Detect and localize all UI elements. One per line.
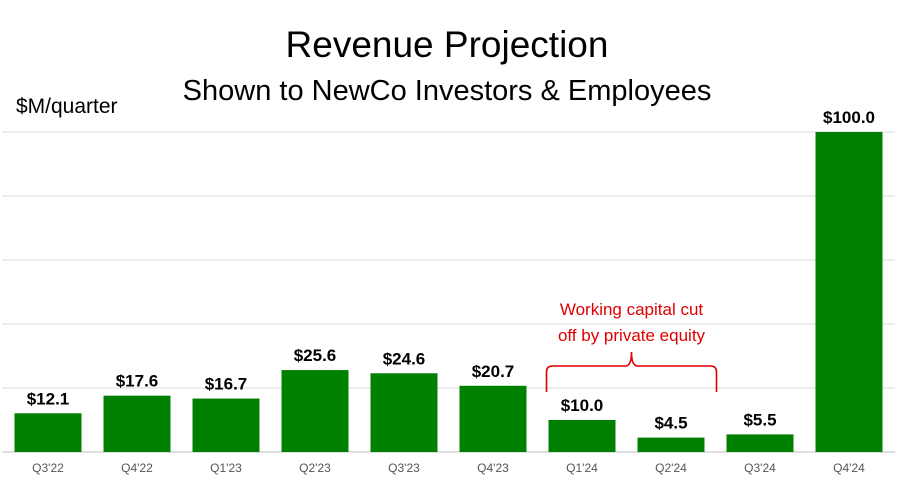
bar-value-label: $4.5: [654, 414, 687, 433]
bar: [103, 395, 171, 452]
x-tick-label: Q1'23: [210, 461, 242, 475]
bar: [459, 385, 527, 452]
x-tick-label: Q3'23: [388, 461, 420, 475]
x-tick-label: Q2'23: [299, 461, 331, 475]
bar-value-label: $100.0: [823, 108, 875, 127]
x-tick-label: Q4'24: [833, 461, 865, 475]
bar: [637, 437, 705, 452]
bar: [192, 398, 260, 452]
bar: [815, 132, 883, 452]
y-axis-label: $M/quarter: [16, 95, 118, 118]
annotation-text-line2: off by private equity: [558, 326, 706, 345]
annotation: Working capital cut off by private equit…: [545, 300, 718, 392]
x-tick-label: Q2'24: [655, 461, 687, 475]
bar-value-label: $20.7: [472, 362, 515, 381]
bar: [370, 373, 438, 452]
bar-value-label: $25.6: [294, 346, 337, 365]
bar-value-label: $16.7: [205, 375, 248, 394]
x-tick-label: Q1'24: [566, 461, 598, 475]
x-tick-label: Q3'24: [744, 461, 776, 475]
bar-value-label: $24.6: [383, 349, 426, 368]
annotation-bracket: [545, 351, 718, 392]
bar: [281, 370, 349, 452]
annotation-text-line1: Working capital cut: [560, 300, 704, 319]
x-tick-label: Q4'23: [477, 461, 509, 475]
bar-value-label: $12.1: [27, 389, 70, 408]
bar-value-label: $5.5: [743, 410, 776, 429]
bar: [726, 434, 794, 452]
x-tick-label: Q4'22: [121, 461, 153, 475]
bar: [14, 413, 82, 452]
chart-title: Revenue Projection: [286, 24, 609, 65]
value-labels: $12.1 $17.6 $16.7 $25.6 $24.6 $20.7 $10.0 $4.5 $…: [27, 108, 875, 433]
x-tick-label: Q3'22: [32, 461, 64, 475]
bar-value-label: $10.0: [561, 396, 604, 415]
bar-value-label: $17.6: [116, 372, 159, 391]
bar: [548, 420, 616, 452]
bars: [14, 132, 883, 452]
x-tick-labels: Q3'22 Q4'22 Q1'23 Q2'23 Q3'23 Q4'23 Q1'24 Q2'24…: [32, 461, 865, 475]
chart-subtitle: Shown to NewCo Investors & Employees: [183, 75, 712, 107]
